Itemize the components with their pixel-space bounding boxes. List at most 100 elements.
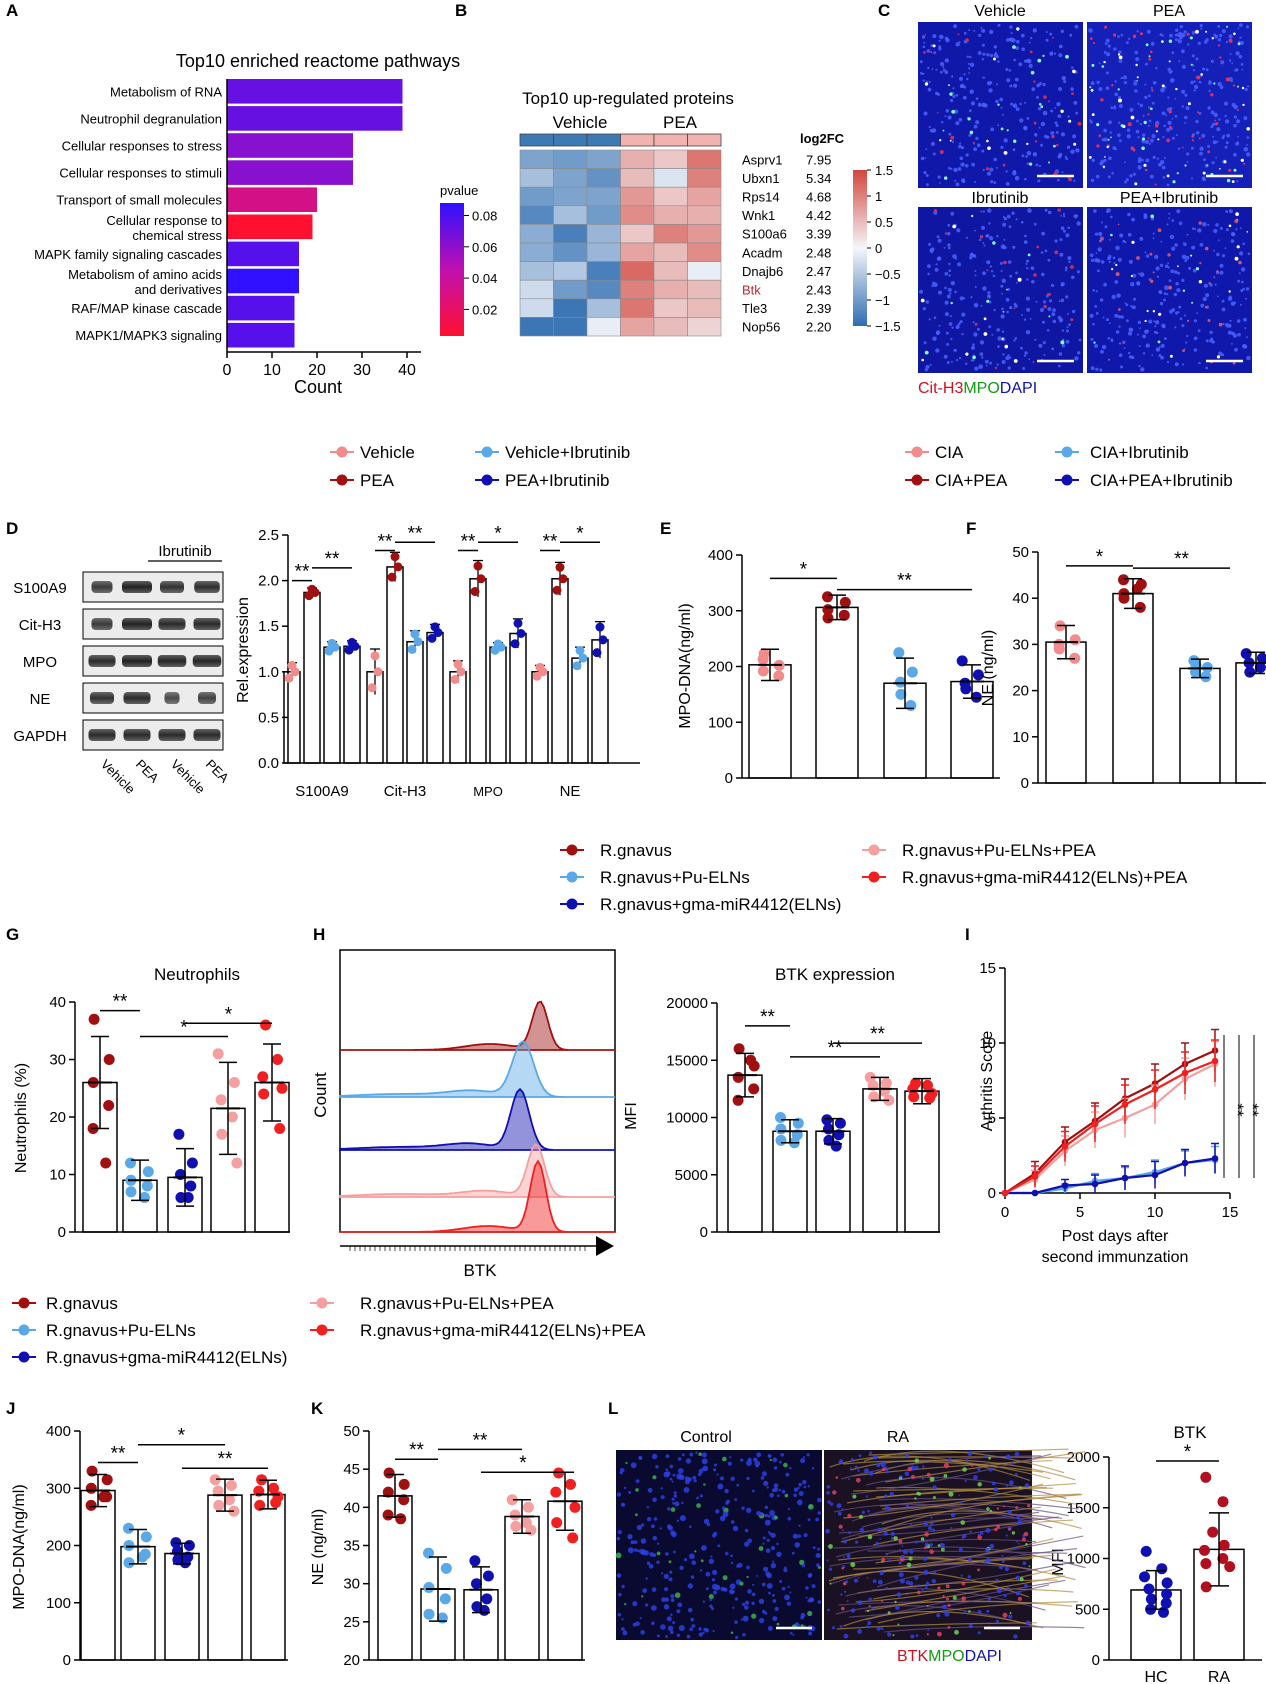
tissue-cell: [764, 1505, 769, 1510]
nucleus: [1057, 315, 1062, 320]
nucleus: [928, 318, 931, 321]
positive-cell: [1119, 342, 1121, 345]
tissue-cell: [866, 1577, 869, 1579]
tissue-cell: [929, 1549, 934, 1554]
tissue-cell: [841, 1508, 844, 1511]
nucleus: [1050, 131, 1054, 135]
nucleus: [1114, 80, 1117, 83]
nucleus: [1169, 33, 1173, 38]
nucleus: [1051, 312, 1056, 317]
nucleus: [1145, 254, 1150, 258]
tissue-cell: [785, 1472, 790, 1477]
tissue-fiber: [864, 1575, 1066, 1612]
data-point: [773, 670, 785, 682]
nucleus: [1114, 92, 1118, 97]
tissue-cell: [988, 1456, 991, 1460]
tissue-cell: [696, 1503, 701, 1508]
data-point: [575, 645, 585, 655]
nucleus: [1209, 330, 1213, 335]
tissue-cell: [858, 1576, 860, 1579]
nucleus: [1216, 127, 1221, 132]
tissue-cell: [817, 1511, 821, 1515]
tissue-cell: [838, 1524, 843, 1529]
data-point: [142, 1166, 154, 1178]
nucleus: [1181, 278, 1185, 282]
tissue-cell: [943, 1548, 945, 1551]
nucleus: [981, 225, 985, 230]
nucleus: [1108, 156, 1112, 161]
tissue-cell: [641, 1523, 645, 1527]
positive-cell: [1157, 138, 1160, 141]
data-point: [551, 1517, 563, 1529]
nucleus: [1128, 355, 1133, 359]
colorbar-tick-label: −1: [875, 293, 890, 308]
legend-pea-ibrutinib: PEA+Ibrutinib: [505, 471, 609, 490]
nucleus: [961, 333, 964, 336]
legend-cia-pea: CIA+PEA: [935, 471, 1008, 490]
panel-a-title: Top10 enriched reactome pathways: [176, 51, 460, 71]
heatmap-cell: [620, 242, 655, 262]
nucleus: [978, 102, 981, 105]
nucleus: [997, 60, 1000, 63]
x-axis-label-line2: second immunzation: [1042, 1249, 1189, 1266]
nucleus: [1133, 297, 1136, 301]
tissue-cell: [635, 1621, 640, 1627]
nucleus: [1009, 25, 1013, 29]
tissue-cell: [1009, 1480, 1014, 1486]
bar: [449, 671, 467, 764]
panel-letter-k: K: [311, 1399, 324, 1418]
nucleus: [1050, 283, 1055, 288]
nucleus: [1120, 76, 1124, 80]
tissue-cell: [711, 1607, 714, 1611]
nucleus: [1181, 324, 1185, 328]
nucleus: [934, 267, 939, 272]
tissue-cell: [945, 1584, 950, 1589]
nucleus: [1175, 282, 1179, 286]
tissue-cell: [669, 1570, 673, 1574]
nucleus: [1137, 136, 1140, 139]
nucleus: [1144, 83, 1147, 86]
nucleus: [959, 156, 964, 161]
y-tick-label: 500: [1075, 1601, 1100, 1618]
nucleus: [950, 281, 955, 286]
nucleus: [1001, 292, 1003, 295]
heatmap-cell: [519, 224, 554, 244]
tissue-cell: [904, 1471, 910, 1476]
tissue-cell: [699, 1494, 703, 1498]
nucleus: [1135, 129, 1140, 134]
nucleus: [1221, 307, 1226, 312]
heatmap-cell: [653, 317, 688, 337]
colorbar-tick-label: 0: [875, 241, 882, 256]
nucleus: [996, 235, 999, 238]
nucleus: [1060, 298, 1065, 303]
tissue-cell: [969, 1530, 972, 1533]
y-tick-label: 45: [343, 1461, 360, 1478]
tissue-cell: [1017, 1596, 1023, 1601]
tissue-cell: [652, 1535, 658, 1541]
nucleus: [1221, 254, 1226, 258]
legend4-mir4412: R.gnavus+gma-miR4412(ELNs): [46, 1348, 287, 1367]
tissue-cell: [914, 1497, 917, 1500]
tissue-cell: [695, 1451, 698, 1454]
data-point: [922, 1079, 933, 1091]
panel-c-stain-legend: Cit-H3MPODAPI: [918, 380, 1037, 397]
heatmap-cell: [687, 149, 722, 169]
positive-cell: [1110, 233, 1113, 237]
data-point: [481, 1593, 493, 1605]
protein-label: Ubxn1: [742, 171, 780, 186]
data-point: [327, 638, 337, 648]
nucleus: [1118, 50, 1122, 54]
nucleus: [955, 93, 959, 97]
nucleus: [1024, 178, 1027, 181]
nucleus: [982, 52, 986, 56]
tissue-cell: [908, 1556, 913, 1561]
tissue-cell: [756, 1574, 758, 1577]
positive-cell: [1236, 245, 1240, 249]
tissue-cell: [758, 1546, 764, 1551]
tissue-cell: [691, 1560, 697, 1565]
tissue-cell: [673, 1494, 678, 1498]
data-point: [1218, 1539, 1230, 1551]
nucleus: [1239, 36, 1242, 39]
tissue-cell: [624, 1630, 627, 1633]
nucleus: [928, 80, 931, 83]
